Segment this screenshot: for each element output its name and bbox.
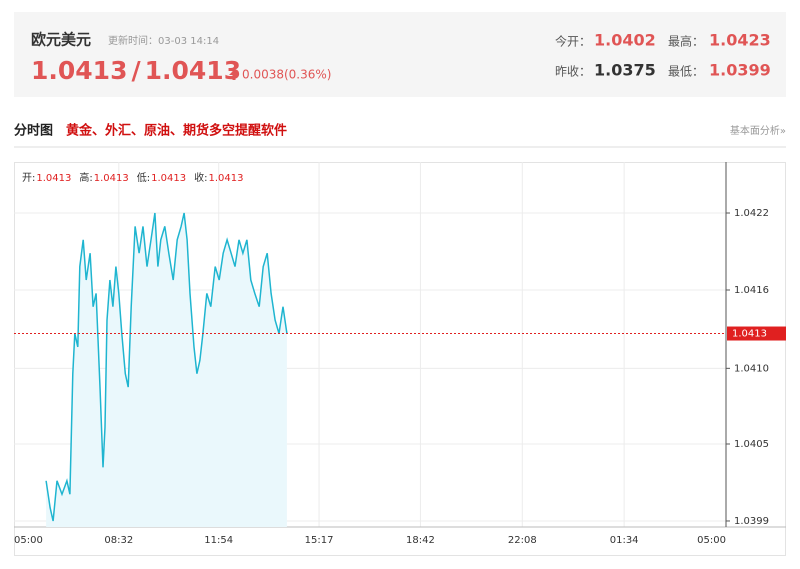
price-line [45, 212, 288, 522]
up-arrow [229, 70, 239, 80]
y-tick-label: 1.0410 [734, 363, 769, 374]
x-tick-label: 18:42 [406, 535, 435, 546]
info-label: 高: [79, 171, 92, 184]
y-tick-label: 1.0399 [734, 516, 769, 527]
section-title: 分时图 [14, 123, 53, 139]
info-value: 1.0413 [94, 173, 129, 184]
y-tick-label: 1.0405 [734, 439, 769, 450]
stat-label: 最高： [668, 34, 704, 49]
price-separator: / [131, 56, 141, 85]
symbol-title: 欧元美元 [31, 31, 91, 49]
info-label: 开: [22, 173, 35, 184]
info-label: 收: [194, 171, 207, 184]
stat-label: 最低： [668, 65, 704, 79]
update-time: 更新时间：03-03 14:14 [108, 34, 219, 47]
x-tick-label: 15:17 [305, 535, 334, 546]
stat-value: 1.0399 [709, 61, 771, 80]
info-label: 低: [137, 171, 150, 184]
info-value: 1.0413 [36, 173, 71, 184]
y-tick-label: 1.0416 [734, 285, 769, 296]
chart: 1.0399 1.0405 1.0410 1.0416 1.0422 05:00 08:32… [14, 162, 786, 546]
stat-value: 1.0402 [594, 31, 656, 50]
stat-label: 今开： [555, 34, 591, 49]
info-value: 1.0413 [209, 173, 244, 184]
info-value: 1.0413 [151, 173, 186, 184]
price: 1.0413/1.0413 [31, 56, 241, 85]
stat-value: 1.0375 [594, 61, 656, 80]
chart-frame [14, 162, 786, 556]
y-tick-label: 1.0422 [734, 208, 769, 219]
header-panel [14, 12, 786, 97]
x-tick-label: 05:00 [697, 535, 726, 546]
x-tick-label: 05:00 [14, 535, 43, 546]
stat-label: 昨收： [555, 65, 591, 79]
x-tick-label: 08:32 [104, 535, 133, 546]
current-price-label: 1.0413 [732, 329, 767, 340]
price-change: 0.0038(0.36%) [242, 68, 331, 82]
x-tick-label: 11:54 [204, 535, 233, 546]
analysis-link[interactable]: 基本面分析» [730, 124, 786, 137]
area [46, 213, 287, 527]
current-price-tag [727, 326, 786, 341]
promo-link[interactable]: 黄金、外汇、原油、期货多空提醒软件 [66, 123, 287, 139]
x-tick-label: 01:34 [610, 535, 639, 546]
price-ask: 1.0413 [145, 56, 241, 85]
price-bid: 1.0413 [31, 56, 127, 85]
stat-value: 1.0423 [709, 31, 771, 50]
x-tick-label: 22:08 [508, 535, 537, 546]
